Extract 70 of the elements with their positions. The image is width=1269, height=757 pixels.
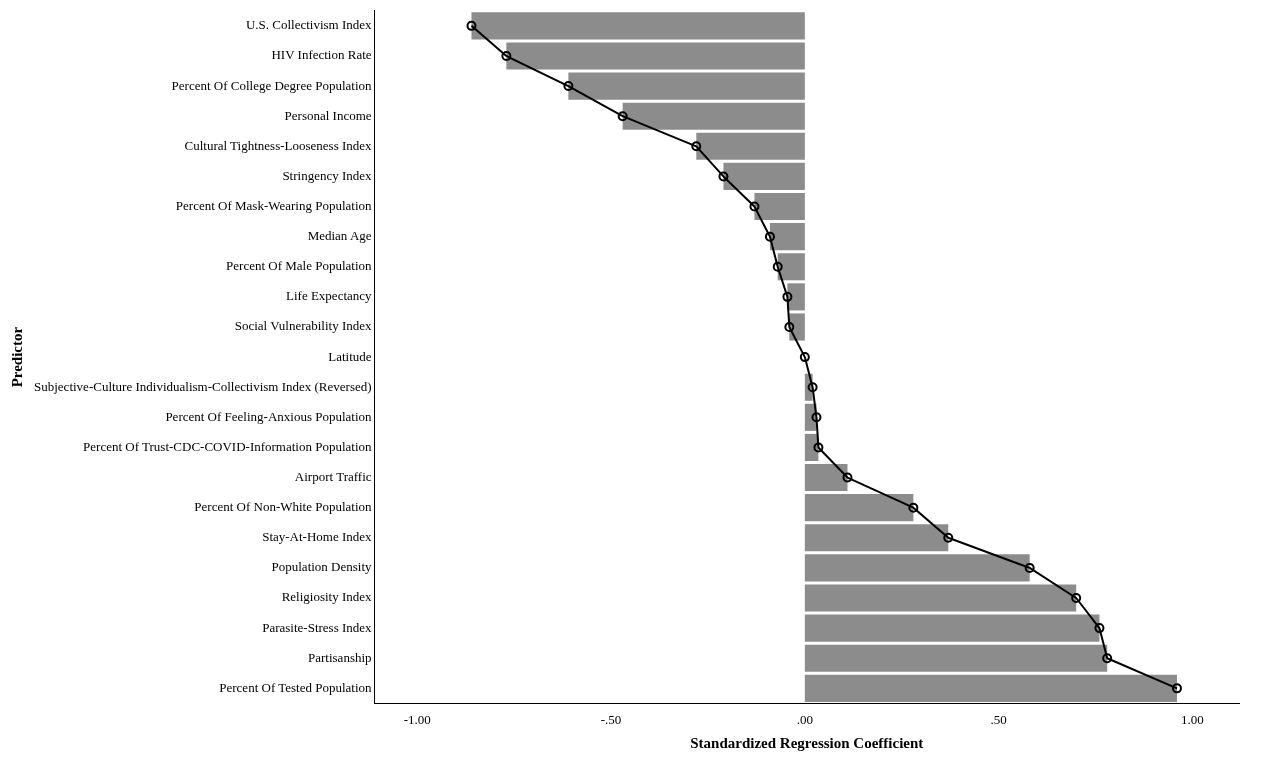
y-tick-label: Life Expectancy <box>286 288 373 304</box>
y-tick-label: Percent Of Tested Population <box>219 679 373 695</box>
point <box>764 231 775 242</box>
point <box>782 291 793 302</box>
bar <box>804 614 1100 642</box>
y-tick-label: Partisanship <box>308 649 372 665</box>
point <box>799 352 810 363</box>
bar <box>696 132 805 160</box>
point <box>1024 562 1035 573</box>
bar <box>506 42 805 70</box>
bar <box>804 524 949 552</box>
point <box>908 502 919 513</box>
point <box>563 81 574 92</box>
y-tick-label: Population Density <box>271 559 373 575</box>
bar <box>754 192 805 221</box>
bar <box>471 12 805 40</box>
y-tick-label: Personal Income <box>284 107 372 123</box>
bar <box>723 162 805 190</box>
y-tick-label: Cultural Tightness-Looseness Index <box>184 137 373 153</box>
bar <box>769 223 805 251</box>
bar <box>777 253 805 281</box>
y-tick-label: Latitude <box>328 348 372 364</box>
x-tick-label: .50 <box>990 711 1007 727</box>
y-tick-label: Median Age <box>307 228 372 244</box>
y-tick-label: Stringency Index <box>282 167 373 183</box>
point <box>691 141 702 152</box>
point <box>466 20 477 31</box>
y-tick-label: Social Vulnerability Index <box>234 318 373 334</box>
y-tick-label: Percent Of Male Population <box>226 258 373 274</box>
point <box>943 532 954 543</box>
x-tick-label: -.50 <box>600 711 622 727</box>
y-tick-label: HIV Infection Rate <box>271 47 372 63</box>
point <box>617 111 628 122</box>
point <box>784 321 795 332</box>
y-tick-label: Percent Of College Degree Population <box>171 77 373 93</box>
point <box>501 50 512 61</box>
bar <box>804 674 1177 702</box>
x-tick-label: .00 <box>796 711 813 727</box>
bar <box>804 584 1077 612</box>
y-tick-label: Percent Of Feeling-Anxious Population <box>165 408 373 424</box>
y-tick-label: Subjective-Culture Individualism-Collectivism Index (Reversed) <box>34 378 372 394</box>
y-axis-title: Predictor <box>8 326 25 388</box>
point <box>772 261 783 272</box>
x-axis-title: Standardized Regression Coefficient <box>690 734 924 751</box>
point <box>749 201 760 212</box>
point <box>842 472 853 483</box>
y-tick-label: Airport Traffic <box>294 468 372 484</box>
bar <box>804 554 1030 582</box>
y-tick-label: Percent Of Mask-Wearing Population <box>175 197 373 213</box>
point <box>807 382 818 393</box>
bar <box>804 494 914 522</box>
point <box>1171 683 1182 694</box>
bar <box>622 102 805 130</box>
bar <box>568 72 805 100</box>
point <box>1102 653 1113 664</box>
y-tick-label: Parasite-Stress Index <box>262 619 373 635</box>
point <box>718 171 729 182</box>
y-tick-label: U.S. Collectivism Index <box>245 17 373 33</box>
y-tick-label: Religiosity Index <box>281 589 373 605</box>
point <box>811 412 822 423</box>
y-tick-label: Percent Of Trust-CDC-COVID-Information Population <box>83 438 373 454</box>
bar <box>804 464 848 492</box>
x-tick-label: -1.00 <box>403 711 431 727</box>
point <box>813 442 824 453</box>
point <box>1071 593 1082 603</box>
y-tick-label: Stay-At-Home Index <box>262 529 373 545</box>
bar <box>804 644 1108 672</box>
y-tick-label: Percent Of Non-White Population <box>194 499 373 515</box>
x-tick-label: 1.00 <box>1181 711 1204 727</box>
point <box>1094 623 1105 634</box>
